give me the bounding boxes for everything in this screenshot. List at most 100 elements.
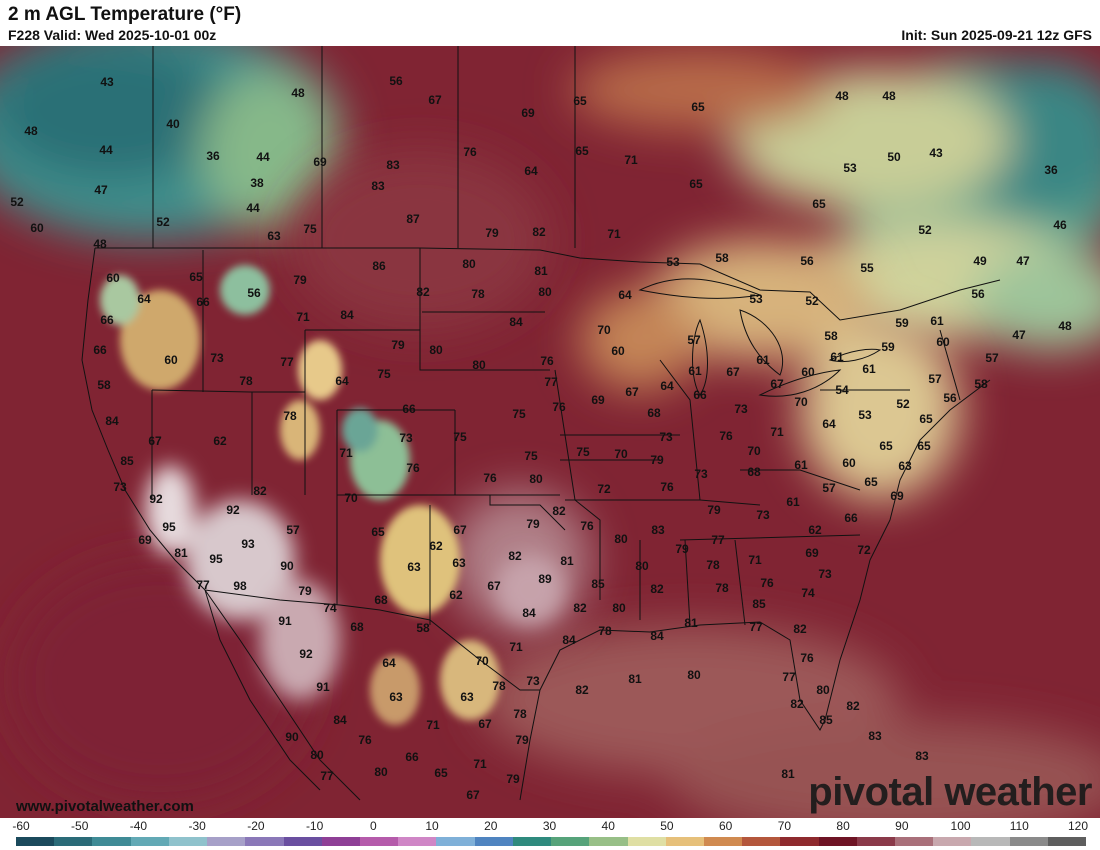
init-time: Init: Sun 2025-09-21 12z GFS	[901, 27, 1092, 43]
legend-color-swatch	[207, 837, 246, 846]
temperature-label: 80	[310, 748, 324, 762]
legend-tick-label: 120	[1067, 819, 1089, 833]
temperature-label: 57	[985, 351, 999, 365]
temperature-label: 76	[483, 471, 497, 485]
desert-field	[145, 465, 565, 700]
temperature-label: 60	[164, 353, 178, 367]
temperature-label: 47	[1016, 254, 1030, 268]
temperature-label: 65	[189, 270, 203, 284]
legend-tick-label: 100	[950, 819, 971, 833]
temperature-label: 66	[93, 343, 107, 357]
temperature-label: 65	[575, 144, 589, 158]
temperature-label: 80	[816, 683, 830, 697]
temperature-label: 66	[405, 750, 419, 764]
gulf-field	[10, 560, 1100, 818]
temperature-label: 67	[726, 365, 740, 379]
temperature-label: 68	[350, 620, 364, 634]
temperature-label: 46	[1053, 218, 1067, 232]
legend-color-swatch	[359, 837, 399, 846]
temperature-label: 73	[734, 402, 748, 416]
legend-color-swatch	[130, 837, 169, 846]
temperature-label: 79	[526, 517, 540, 531]
valid-time: F228 Valid: Wed 2025-10-01 00z	[8, 27, 217, 43]
legend-color-bar	[16, 837, 1087, 846]
legend-tick-label: -20	[247, 819, 265, 833]
temperature-label: 52	[10, 195, 24, 209]
temperature-label: 82	[508, 549, 522, 563]
temperature-label: 60	[30, 221, 44, 235]
temperature-label: 79	[298, 584, 312, 598]
temperature-label: 57	[687, 333, 701, 347]
temperature-label: 79	[707, 503, 721, 517]
canada-cold-field	[0, 46, 1100, 350]
legend-color-swatch	[1009, 837, 1048, 846]
temperature-label: 40	[166, 117, 180, 131]
temperature-label: 76	[660, 480, 674, 494]
legend-tick-label: 50	[660, 819, 674, 833]
temperature-label: 58	[824, 329, 838, 343]
temperature-label: 65	[864, 475, 878, 489]
temperature-label: 90	[285, 730, 299, 744]
temperature-label: 60	[611, 344, 625, 358]
legend-color-swatch	[703, 837, 743, 846]
legend-tick-label: 80	[836, 819, 850, 833]
legend-tick-label: 0	[369, 819, 377, 833]
temperature-label: 59	[895, 316, 909, 330]
temperature-label: 84	[105, 414, 119, 428]
temperature-label: 82	[793, 622, 807, 636]
legend-color-swatch	[742, 837, 781, 846]
temperature-label: 70	[475, 654, 489, 668]
great-lakes	[638, 278, 882, 397]
temperature-map: 43 48 40 44 36 44 38 47 52 44 52 60 48 63 75 48 56 67 69 65…	[0, 46, 1100, 818]
temperature-label: 47	[1012, 328, 1026, 342]
temperature-label: 71	[473, 757, 487, 771]
temperature-label: 67	[428, 93, 442, 107]
temperature-label: 83	[868, 729, 882, 743]
temperature-label: 91	[316, 680, 330, 694]
legend-color-swatch	[16, 837, 55, 846]
temperature-label: 82	[552, 504, 566, 518]
temperature-label: 63	[407, 560, 421, 574]
temperature-label: 71	[339, 446, 353, 460]
temperature-label: 78	[492, 679, 506, 693]
temperature-label: 80	[538, 285, 552, 299]
legend-tick-label: 30	[542, 819, 557, 833]
temperature-label: 85	[752, 597, 766, 611]
temperature-label: 69	[591, 393, 605, 407]
temperature-label: 65	[573, 94, 587, 108]
temperature-label: 71	[770, 425, 784, 439]
temperature-label: 76	[358, 733, 372, 747]
temperature-label: 83	[386, 158, 400, 172]
temperature-label: 78	[471, 287, 485, 301]
temperature-label: 75	[377, 367, 391, 381]
temperature-label: 71	[748, 553, 762, 567]
temperature-label: 79	[675, 542, 689, 556]
temperature-label: 76	[406, 461, 420, 475]
temperature-label: 76	[719, 429, 733, 443]
temperature-label: 61	[862, 362, 876, 376]
temperature-label: 72	[857, 543, 871, 557]
temperature-label: 58	[974, 377, 988, 391]
temperature-label: 79	[485, 226, 499, 240]
temperature-label: 61	[794, 458, 808, 472]
header: 2 m AGL Temperature (°F) F228 Valid: Wed…	[0, 0, 1100, 46]
temperature-label: 78	[239, 374, 253, 388]
temperature-label: 80	[687, 668, 701, 682]
temperature-label: 56	[247, 286, 261, 300]
temperature-label: 71	[296, 310, 310, 324]
color-legend: -60 -50 -40 -30 -20 -10 0 10 20 30 40 50 60 70 80 90 100…	[0, 818, 1100, 850]
temperature-label: 57	[928, 372, 942, 386]
temperature-label: 38	[250, 176, 264, 190]
temperature-label: 76	[463, 145, 477, 159]
temperature-label: 66	[844, 511, 858, 525]
temperature-label: 58	[416, 621, 430, 635]
temperature-label: 61	[756, 353, 770, 367]
boundaries	[81, 46, 1001, 801]
temperature-label: 73	[694, 467, 708, 481]
temperature-label: 69	[805, 546, 819, 560]
temperature-label: 76	[760, 576, 774, 590]
temperature-label: 80	[472, 358, 486, 372]
temperature-label: 92	[299, 647, 313, 661]
temperature-label: 91	[278, 614, 292, 628]
legend-color-swatch	[971, 837, 1010, 846]
